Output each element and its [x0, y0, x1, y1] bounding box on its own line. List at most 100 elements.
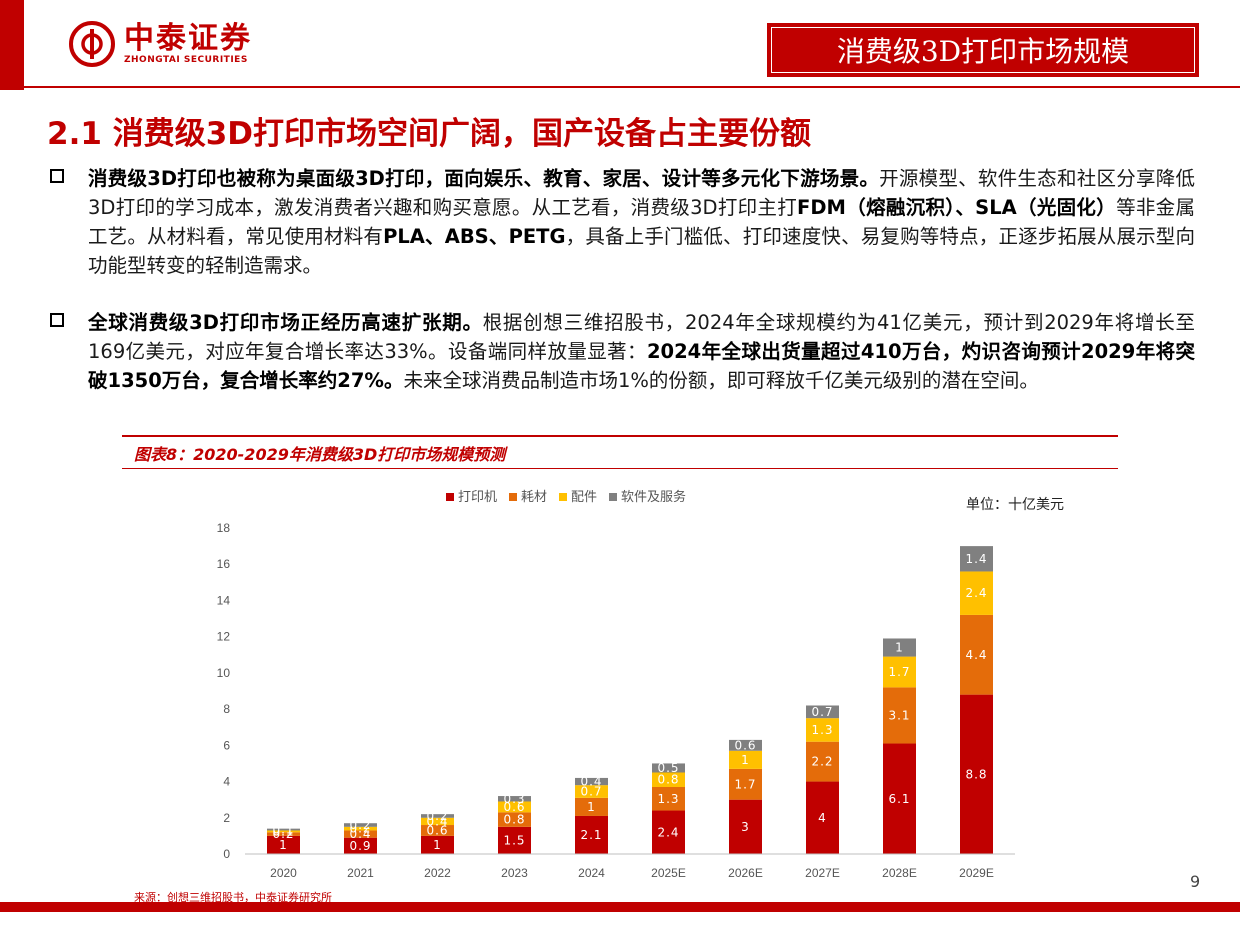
bullet-square-icon: [50, 169, 64, 183]
bar-segment: [883, 656, 916, 688]
bar-data-label: 4: [818, 811, 827, 825]
bar-segment: [344, 826, 377, 831]
legend-swatch: [446, 493, 454, 501]
bar-data-label: 0.6: [503, 800, 525, 814]
company-logo: 中泰证券 ZHONGTAI SECURITIES: [68, 20, 252, 68]
bar-data-label: 0.8: [503, 813, 525, 827]
bar-segment: [883, 638, 916, 657]
x-tick-label: 2022: [424, 866, 451, 880]
legend-label: 配件: [571, 490, 597, 505]
paragraph-2: 全球消费级3D打印市场正经历高速扩张期。根据创想三维招股书，2024年全球规模约…: [50, 308, 1195, 395]
section-title: 2.1 消费级3D打印市场空间广阔，国产设备占主要份额: [47, 116, 812, 152]
bar-data-label: 2.1: [580, 828, 602, 842]
bar-segment: [806, 781, 839, 854]
chart-bars: 10.20.10.10.90.40.20.210.60.40.21.50.80.…: [267, 546, 993, 854]
bar-data-label: 0.1: [272, 824, 294, 838]
bar-data-label: 2.2: [811, 755, 833, 769]
bar-segment: [421, 814, 454, 818]
figure-title: 图表8：2020-2029年消费级3D打印市场规模预测: [134, 445, 506, 464]
bar-data-label: 1: [741, 753, 750, 767]
paragraph-2-lead: 全球消费级3D打印市场正经历高速扩张期。: [88, 311, 483, 334]
logo-name-en: ZHONGTAI SECURITIES: [124, 55, 248, 65]
header-title-box: 消费级3D打印市场规模: [767, 23, 1199, 77]
bar-data-label: 0.4: [580, 775, 602, 789]
bar-segment: [960, 571, 993, 615]
x-tick-label: 2026E: [728, 866, 763, 880]
bar-segment: [729, 768, 762, 800]
footer-bar: [0, 902, 1240, 912]
bar-data-label: 0.6: [734, 738, 756, 752]
bar-segment: [883, 687, 916, 744]
bar-data-label: 0.4: [349, 827, 371, 841]
paragraph-1-lead: 消费级3D打印也被称为桌面级3D打印，面向娱乐、教育、家居、设计等多元化下游场景…: [88, 167, 880, 190]
bar-segment: [575, 815, 608, 854]
x-tick-label: 2028E: [882, 866, 917, 880]
bar-segment: [729, 799, 762, 854]
bar-segment: [652, 810, 685, 854]
paragraph-1-text-1: 开源模型、软件生态和社区分享降低3D打印的学习成本，激发消费者兴趣和购买意愿。从…: [88, 167, 1195, 219]
bar-data-label: 0.7: [811, 705, 833, 719]
x-tick-label: 2023: [501, 866, 528, 880]
y-tick-label: 16: [217, 557, 231, 571]
bar-segment: [883, 743, 916, 854]
bar-data-label: 0.5: [657, 761, 679, 775]
bar-segment: [344, 823, 377, 827]
y-tick-label: 4: [223, 775, 230, 789]
x-tick-label: 2020: [270, 866, 297, 880]
bar-data-label: 4.4: [965, 648, 987, 662]
bar-segment: [267, 828, 300, 831]
bar-segment: [729, 739, 762, 751]
x-tick-label: 2021: [347, 866, 374, 880]
bar-segment: [960, 694, 993, 854]
bar-segment: [960, 614, 993, 695]
bar-data-label: 1: [587, 800, 596, 814]
bar-data-label: 0.9: [349, 839, 371, 853]
bar-data-label: 0.7: [580, 785, 602, 799]
y-tick-label: 12: [217, 630, 231, 644]
chart-unit-label: 单位：十亿美元: [966, 497, 1064, 513]
y-tick-label: 14: [217, 593, 231, 607]
legend-label: 耗材: [521, 490, 547, 505]
bar-segment: [960, 546, 993, 572]
legend-swatch: [509, 493, 517, 501]
y-tick-label: 18: [217, 521, 231, 535]
chart-legend: 打印机 耗材 配件 软件及服务: [446, 489, 686, 505]
paragraph-2-text-2: 未来全球消费品制造市场1%的份额，即可释放千亿美元级别的潜在空间。: [403, 369, 1039, 392]
bar-data-label: 0.4: [426, 814, 448, 828]
bar-data-label: 0.1: [272, 823, 294, 837]
bar-segment: [344, 837, 377, 854]
bar-segment: [267, 830, 300, 833]
bar-segment: [652, 763, 685, 773]
bar-data-label: 1.3: [811, 723, 833, 737]
x-tick-label: 2024: [578, 866, 605, 880]
paragraph-1-bold-2: FDM（熔融沉积）、SLA（光固化）: [797, 196, 1117, 219]
bar-data-label: 3.1: [888, 708, 910, 722]
bar-segment: [575, 797, 608, 816]
bar-data-label: 1.5: [503, 833, 525, 847]
paragraph-2-bold-2: 2024年全球出货量超过410万台，灼识咨询预计2029年将突破1350万台，复…: [88, 340, 1196, 392]
bar-segment: [575, 785, 608, 798]
paragraph-1-text-3: ，具备上手门槛低、打印速度快、易复购等特点，正逐步拓展从展示型向功能型转变的轻制…: [88, 225, 1195, 277]
paragraph-1-text-2: 等非金属工艺。从材料看，常见使用材料有: [88, 196, 1195, 248]
bar-data-label: 1.4: [965, 552, 987, 566]
bar-segment: [652, 786, 685, 811]
source-note: 来源：创想三维招股书，中泰证券研究所: [134, 891, 332, 904]
paragraph-1-bold-3: PLA、ABS、PETG: [383, 225, 566, 248]
bar-segment: [344, 830, 377, 838]
bar-segment: [729, 750, 762, 769]
header-accent-bar: [0, 0, 24, 90]
zhongtai-logo-icon: [69, 21, 115, 67]
x-tick-label: 2029E: [959, 866, 994, 880]
header-divider: [24, 86, 1240, 88]
bar-segment: [498, 796, 531, 802]
y-tick-label: 2: [223, 811, 230, 825]
bar-data-label: 0.3: [503, 792, 525, 806]
bar-segment: [267, 835, 300, 854]
figure-title-rule: [122, 468, 1118, 469]
figure-top-rule: [122, 435, 1118, 437]
bar-segment: [806, 718, 839, 742]
x-tick-label: 2025E: [651, 866, 686, 880]
y-tick-label: 10: [217, 666, 231, 680]
y-tick-label: 8: [223, 702, 230, 716]
